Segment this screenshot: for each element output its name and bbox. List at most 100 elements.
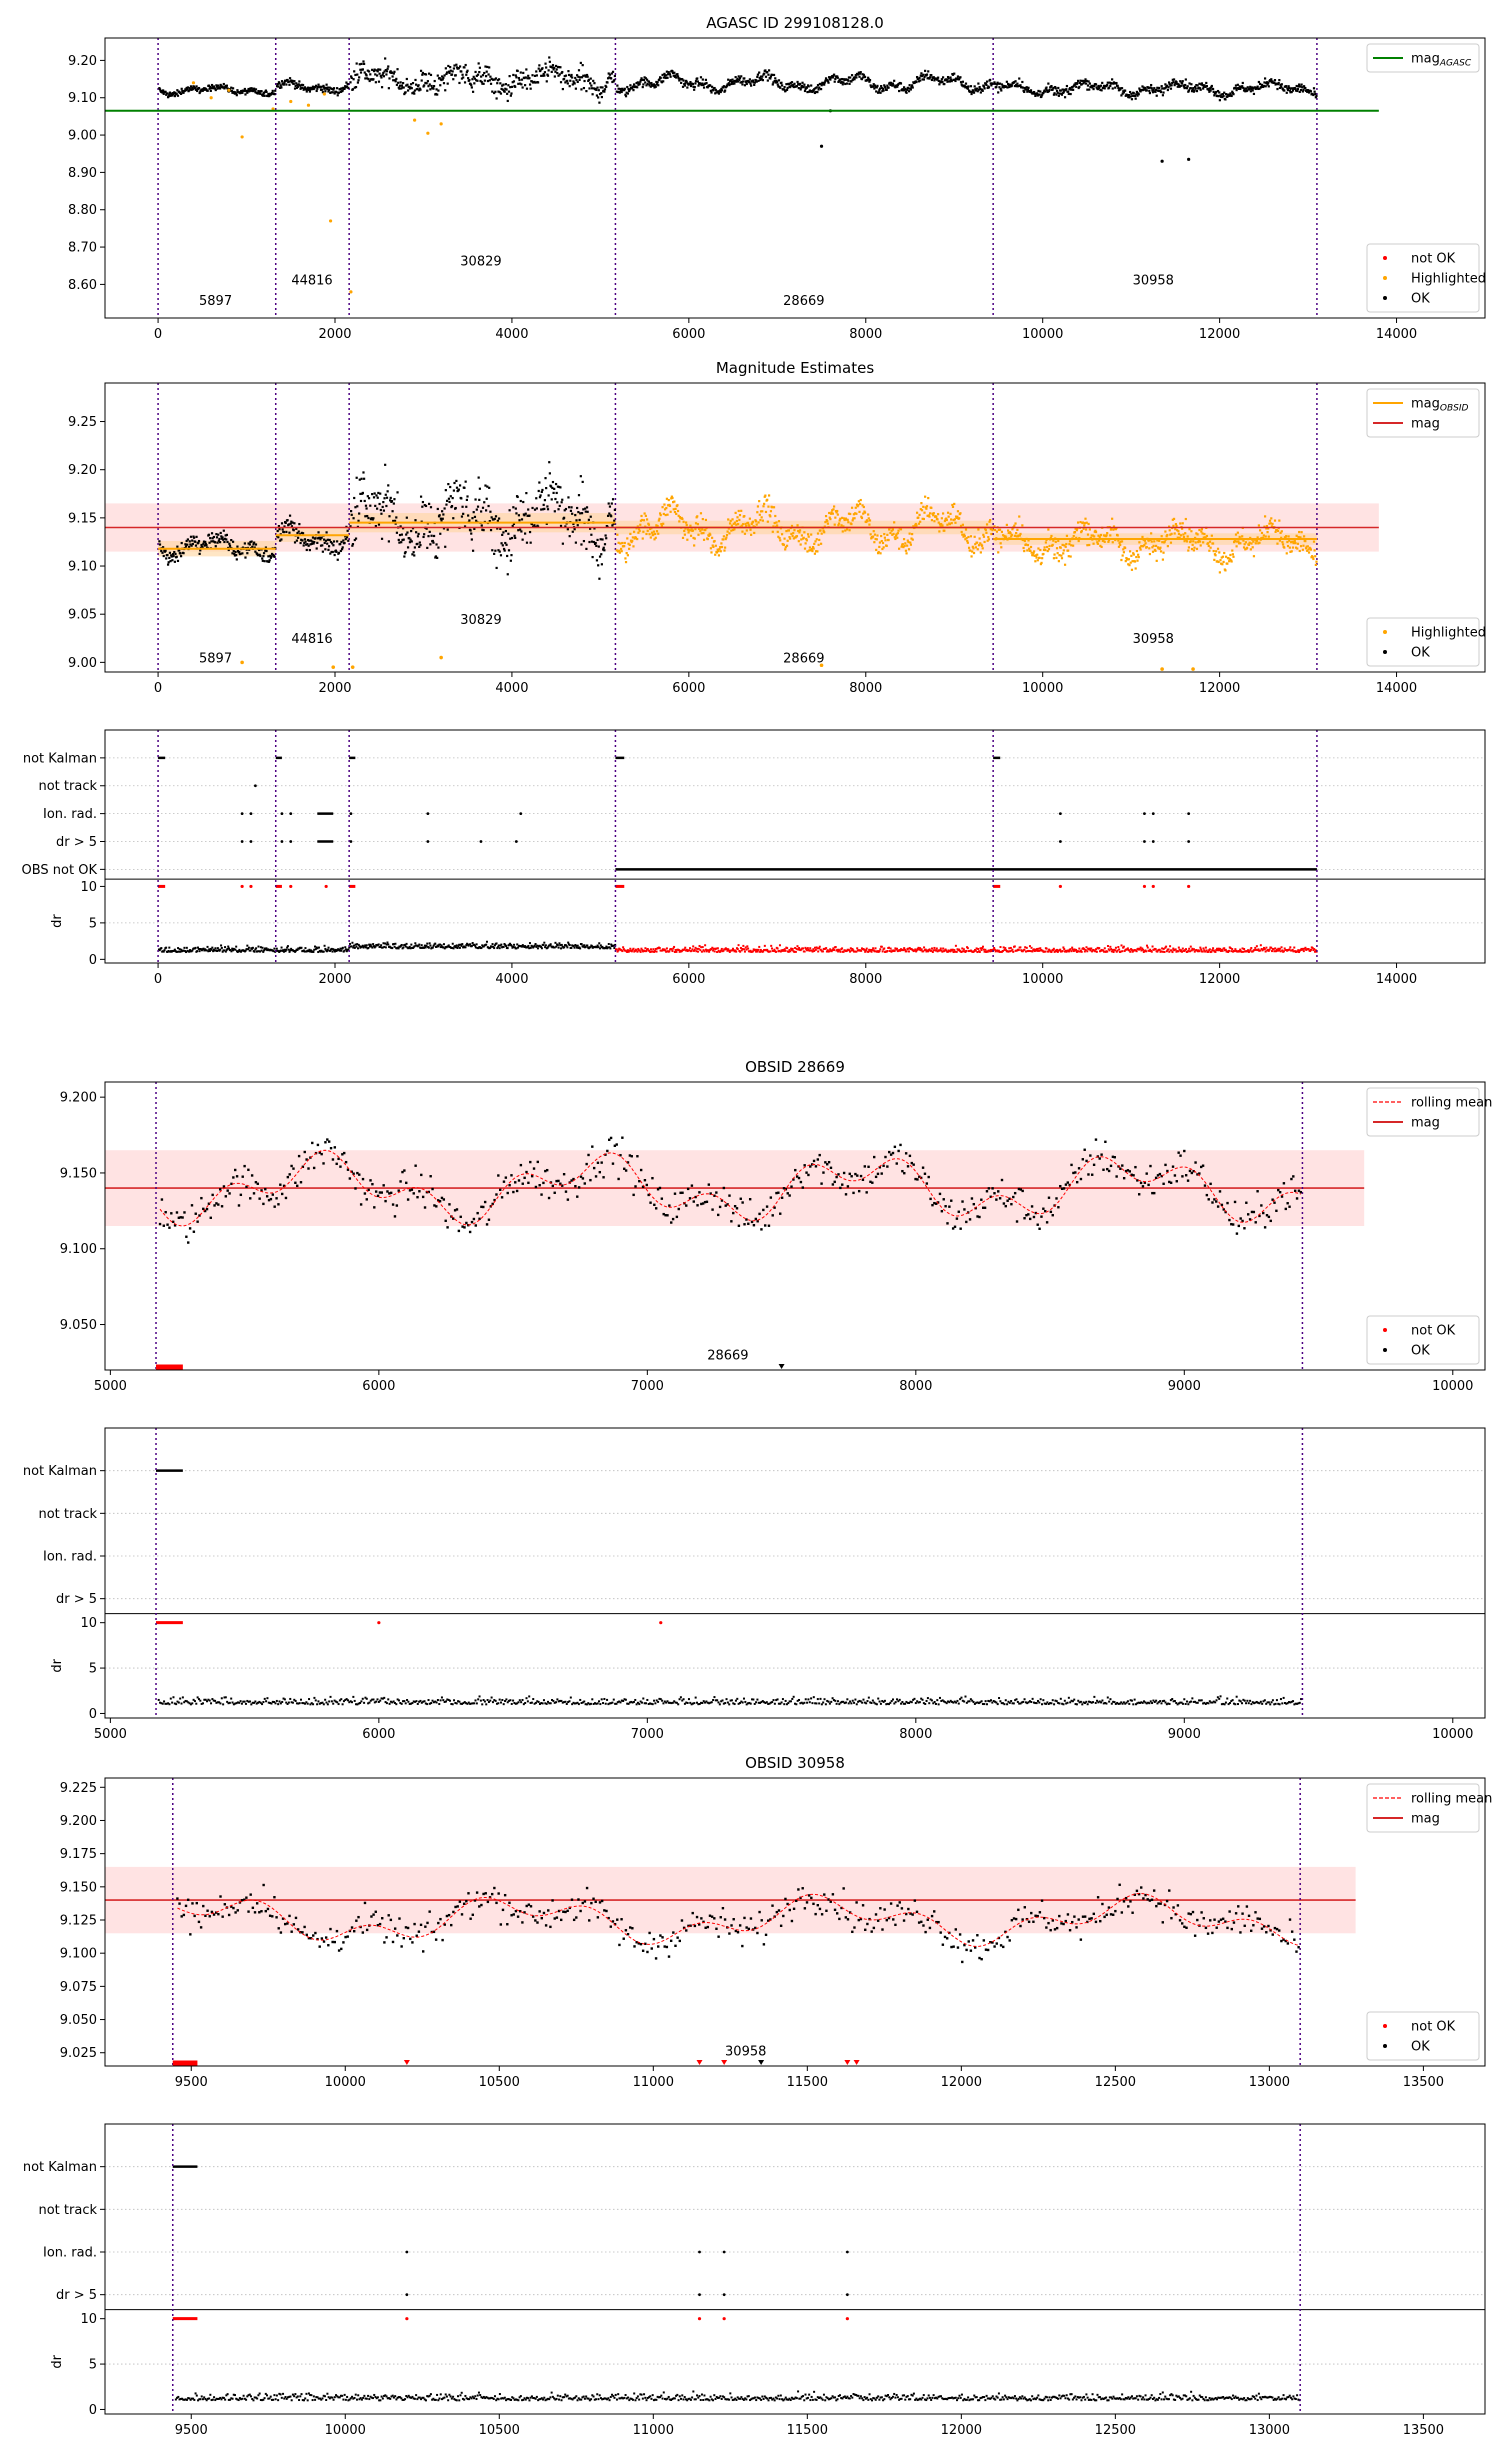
highlighted-point (833, 505, 836, 508)
ok-point (792, 85, 795, 89)
dr-point (708, 950, 711, 953)
highlighted-point (1060, 554, 1063, 557)
highlighted-point (985, 531, 988, 534)
ok-point (475, 79, 478, 82)
ok-point (491, 549, 494, 552)
ok-point (1181, 82, 1184, 85)
highlighted-point (322, 92, 326, 96)
ok-point (799, 88, 802, 91)
ok-point (1167, 86, 1170, 89)
dr-point (591, 945, 594, 948)
ok-point (756, 75, 759, 78)
dr-point (275, 947, 278, 950)
flag-mark (240, 812, 244, 816)
ok-point (1063, 88, 1066, 91)
ok-point (214, 88, 217, 92)
ok-point (921, 78, 924, 81)
dr-point (529, 946, 532, 949)
ok-point (1230, 94, 1233, 98)
ok-point (214, 545, 217, 548)
ok-point (425, 82, 428, 85)
ok-point (288, 514, 292, 517)
ok-point (730, 82, 733, 86)
ok-point (772, 81, 775, 84)
highlighted-point (704, 528, 707, 532)
ok-point (1138, 87, 1141, 90)
dr-point (945, 949, 948, 952)
ok-point (545, 522, 548, 525)
ok-point (540, 74, 543, 77)
ok-point (572, 522, 575, 526)
ok-point (387, 540, 390, 543)
ok-point (231, 540, 235, 543)
highlighted-point (1241, 535, 1244, 538)
ok-point (473, 82, 476, 85)
dr-point (459, 943, 462, 946)
dr-point (915, 950, 918, 953)
ok-point (512, 522, 516, 525)
ok-point (1117, 89, 1121, 92)
ok-point (598, 555, 602, 558)
highlighted-point (855, 512, 858, 515)
ok-point (433, 79, 436, 83)
ok-point (362, 60, 365, 63)
ok-point (225, 86, 228, 89)
ok-point (497, 549, 500, 552)
highlighted-point (1070, 544, 1073, 547)
ok-point (444, 67, 447, 70)
highlighted-point (1268, 522, 1271, 525)
ok-point (333, 92, 336, 95)
ok-point (210, 532, 214, 535)
ok-point (208, 87, 211, 90)
highlighted-point (1113, 527, 1116, 530)
ok-point (395, 83, 399, 86)
ok-point (220, 535, 223, 538)
ok-point (586, 510, 589, 513)
dr-point (755, 948, 758, 951)
highlighted-point (1018, 515, 1021, 518)
highlighted-point (667, 498, 670, 502)
flag-label: OBS not OK (22, 863, 98, 878)
ok-point (380, 76, 383, 79)
dr-point (391, 947, 394, 950)
ok-point (998, 86, 1001, 89)
highlighted-point (906, 539, 909, 542)
ok-point (833, 73, 836, 76)
ok-point (319, 538, 322, 541)
ok-point (282, 83, 285, 86)
highlighted-point (956, 515, 959, 518)
ok-point (297, 83, 300, 86)
ok-point (494, 549, 497, 552)
highlighted-point (805, 539, 808, 542)
ok-point (530, 80, 534, 83)
highlighted-point (1003, 534, 1006, 538)
ok-point (496, 527, 499, 530)
ok-point (399, 81, 402, 84)
ok-point (305, 543, 308, 546)
highlighted-point (1109, 528, 1112, 531)
dr-point (177, 947, 180, 950)
highlighted-point (1003, 536, 1007, 540)
dr-point (944, 948, 947, 951)
highlighted-point (814, 540, 817, 543)
ok-point (355, 62, 358, 65)
highlighted-point (1190, 547, 1194, 551)
highlighted-point (847, 521, 850, 524)
dr-point (212, 950, 215, 953)
highlighted-point (662, 522, 665, 525)
dr-point (227, 945, 230, 948)
ok-point (706, 86, 709, 89)
dr-point (851, 947, 854, 950)
dr-point (363, 945, 366, 948)
ok-point (285, 530, 288, 534)
ok-point (375, 494, 378, 497)
ok-point (455, 66, 459, 69)
highlighted-point (750, 522, 753, 526)
ok-point (477, 62, 480, 65)
highlighted-point (1122, 551, 1125, 554)
highlighted-point (831, 509, 834, 512)
ok-point (506, 92, 509, 95)
ok-point (470, 532, 473, 535)
ok-point (1133, 94, 1137, 98)
ok-point (530, 522, 534, 526)
